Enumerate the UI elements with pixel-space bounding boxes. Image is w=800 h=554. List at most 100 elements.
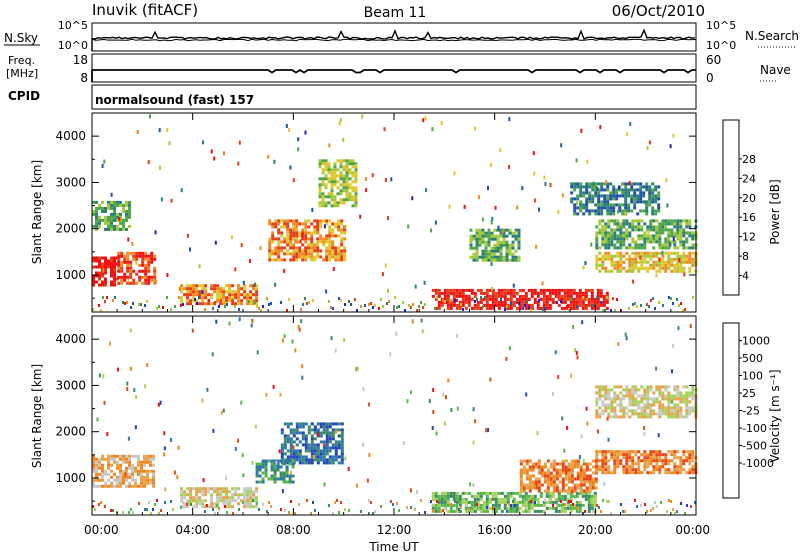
echo-cell [649, 406, 653, 410]
echo-cell [646, 415, 650, 419]
echo-cell [649, 412, 653, 416]
echo-cell [619, 257, 623, 261]
echo-cell [472, 483, 475, 488]
echo-cell [292, 252, 296, 256]
echo-cell [540, 468, 544, 472]
echo-cell [183, 293, 187, 297]
echo-cell [283, 258, 287, 262]
echo-cell [92, 283, 95, 287]
echo-cell [491, 291, 495, 295]
echo-cell [204, 296, 208, 300]
echo-cell [348, 192, 352, 196]
echo-cell [455, 509, 459, 513]
echo-cell [255, 468, 259, 472]
echo-cell [658, 225, 662, 229]
echo-cell [503, 494, 507, 498]
echo-cell [514, 255, 518, 259]
echo-cell [528, 306, 530, 309]
echo-cell [307, 446, 311, 450]
echo-cell [292, 449, 296, 453]
echo-cell [446, 494, 450, 498]
echo-cell [125, 454, 128, 458]
echo-cell [328, 255, 332, 259]
echo-cell [482, 506, 486, 510]
echo-cell [312, 299, 314, 302]
echo-cell [146, 481, 149, 485]
echo-cell [585, 477, 589, 481]
echo-cell [506, 491, 510, 495]
echo-cell [110, 206, 113, 210]
echo-cell [601, 453, 605, 457]
echo-cell [601, 263, 605, 267]
echo-cell [517, 255, 521, 259]
echo-cell [668, 499, 670, 502]
echo-cell [515, 291, 519, 295]
echo-cell [575, 503, 579, 507]
echo-cell [321, 192, 325, 196]
echo-cell [207, 505, 211, 509]
echo-cell [506, 288, 510, 292]
echo-cell [537, 489, 541, 493]
echo-cell [318, 177, 322, 181]
echo-cell [330, 195, 334, 199]
echo-cell [368, 499, 370, 502]
echo-cell [573, 188, 577, 192]
echo-cell [424, 116, 427, 121]
echo-cell [292, 225, 296, 229]
echo-cell [295, 422, 299, 426]
echo-cell [455, 306, 459, 310]
echo-cell [554, 500, 558, 504]
echo-cell [646, 456, 650, 460]
echo-cell [560, 500, 562, 503]
echo-cell [622, 260, 626, 264]
echo-cell [613, 385, 617, 389]
echo-cell [655, 237, 659, 241]
echo-cell [682, 309, 684, 312]
echo-cell [633, 197, 637, 201]
echo-cell [688, 257, 692, 261]
echo-cell [491, 494, 495, 498]
echo-cell [505, 246, 509, 250]
echo-cell [632, 279, 635, 284]
echo-cell [242, 501, 244, 504]
echo-cell [640, 406, 644, 410]
echo-cell [610, 471, 614, 475]
echo-cell [536, 300, 540, 304]
echo-cell [637, 219, 641, 223]
echo-cell [143, 484, 146, 488]
echo-cell [137, 460, 140, 464]
echo-cell [606, 212, 610, 216]
echo-cell [92, 478, 95, 482]
echo-cell [646, 385, 650, 389]
echo-cell [268, 258, 272, 262]
echo-cell [633, 188, 637, 192]
echo-cell [502, 258, 506, 262]
echo-cell [307, 449, 311, 453]
echo-cell [494, 509, 498, 513]
echo-cell [178, 287, 181, 291]
echo-cell [555, 468, 559, 472]
echo-cell [325, 246, 329, 250]
echo-cell [113, 262, 116, 266]
echo-cell [604, 234, 608, 238]
echo-cell [147, 257, 151, 261]
echo-cell [310, 246, 314, 250]
echo-cell [533, 497, 537, 501]
echo-cell [649, 471, 653, 475]
echo-cell [98, 203, 101, 207]
echo-cell [580, 128, 583, 133]
echo-cell [579, 486, 583, 490]
echo-cell [542, 303, 546, 307]
echo-cell [289, 165, 292, 170]
echo-cell [279, 474, 283, 478]
echo-cell [652, 297, 654, 300]
echo-cell [514, 230, 517, 235]
echo-cell [128, 224, 131, 228]
echo-cell [628, 409, 632, 413]
echo-cell [131, 454, 134, 458]
echo-cell [446, 291, 450, 295]
echo-cell [588, 462, 592, 466]
echo-cell [286, 252, 290, 256]
echo-cell [474, 300, 476, 303]
echo-cell [473, 306, 477, 310]
